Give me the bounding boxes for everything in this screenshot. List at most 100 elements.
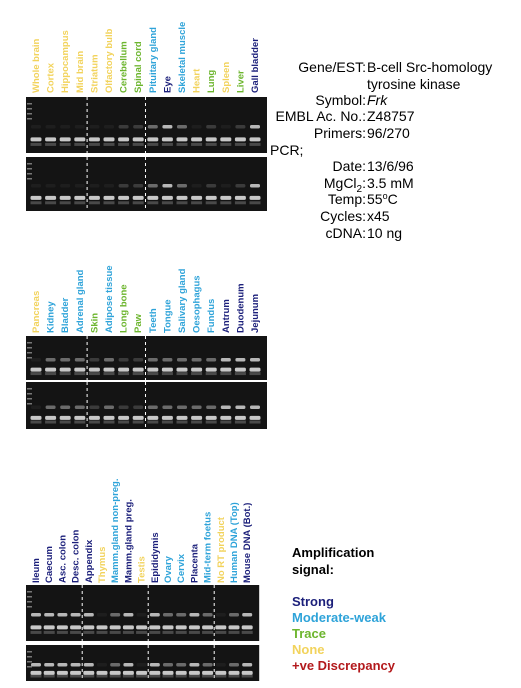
primer-band [88, 195, 100, 200]
ladder-band [27, 357, 32, 359]
primer-band [136, 625, 148, 630]
info-value: 3.5 mM [367, 175, 414, 191]
smear [109, 630, 121, 634]
product-band [123, 663, 134, 667]
primer-band [45, 415, 57, 420]
smear [109, 674, 121, 678]
lane-label: Gall bladder [250, 38, 261, 93]
lane-label: Oesophagus [192, 275, 203, 333]
ladder-band [27, 661, 32, 663]
primer-band [74, 367, 86, 372]
product-band [97, 663, 107, 667]
primer-band [162, 670, 174, 675]
primer-band [161, 415, 173, 420]
lane-label: Long bone [119, 284, 130, 333]
lane-label: Mid-term foetus [203, 512, 214, 583]
product-band [45, 358, 56, 362]
info-value: 55 [367, 191, 383, 207]
info-subscript: 2 [357, 184, 363, 195]
product-band [191, 405, 202, 409]
product-band [136, 663, 147, 667]
product-band [177, 358, 187, 362]
smear [188, 630, 200, 634]
product-band [31, 405, 41, 409]
product-band [118, 405, 129, 409]
lane-label: Ileum [31, 558, 42, 583]
info-label: Symbol: [315, 92, 366, 108]
product-band [31, 613, 41, 617]
smear [30, 142, 42, 146]
primer-band [220, 367, 232, 372]
primer-band [249, 195, 261, 200]
product-band [57, 613, 68, 617]
product-band [44, 663, 55, 667]
product-band [110, 663, 121, 667]
info-value: 13/6/96 [367, 158, 414, 174]
primer-band [103, 137, 115, 142]
smear [56, 630, 68, 634]
primer-band [220, 415, 232, 420]
smear [161, 142, 173, 146]
primer-band [59, 137, 71, 142]
smear [59, 201, 71, 205]
product-band [235, 125, 246, 129]
lane-label: Skeletal muscle [177, 22, 188, 93]
smear [59, 420, 71, 424]
primer-band [122, 670, 134, 675]
legend-item: Trace [292, 626, 326, 641]
primer-band [191, 415, 203, 420]
lane-label: Jejunum [250, 294, 261, 333]
primer-band [249, 137, 261, 142]
gel-image [26, 97, 267, 153]
smear [30, 420, 42, 424]
ladder-band [27, 103, 32, 105]
product-band [176, 663, 187, 667]
smear [83, 674, 95, 678]
smear [234, 142, 246, 146]
smear [136, 674, 148, 678]
primer-band [191, 367, 203, 372]
smear [205, 372, 217, 376]
smear [45, 142, 57, 146]
ladder-band [27, 606, 32, 608]
product-band [206, 184, 217, 188]
legend-item: Moderate-weak [292, 610, 387, 625]
lane-label: Olfactory bulb [104, 28, 115, 93]
primer-band [30, 625, 42, 630]
smear [30, 372, 42, 376]
lane-label: Tongue [162, 299, 173, 333]
primer-band [228, 670, 240, 675]
primer-band [45, 195, 57, 200]
product-band [133, 405, 144, 409]
info-label: Primers: [314, 125, 366, 141]
primer-band [103, 367, 115, 372]
lane-label: Mid brain [75, 51, 86, 93]
smear [162, 674, 174, 678]
primer-band [176, 137, 188, 142]
smear [45, 372, 57, 376]
smear [234, 372, 246, 376]
info-label: Date: [333, 158, 366, 174]
product-band [177, 405, 187, 409]
primer-band [234, 195, 246, 200]
info-label: Cycles: [320, 208, 366, 224]
smear [215, 674, 227, 678]
lane-label: Paw [133, 313, 144, 333]
product-band [89, 184, 100, 188]
smear [161, 372, 173, 376]
product-band [220, 125, 231, 129]
primer-band [220, 137, 232, 142]
smear [176, 372, 188, 376]
info-label: PCR; [270, 142, 303, 158]
ladder-band [27, 113, 32, 115]
primer-band [205, 195, 217, 200]
lane-label: Epididymis [150, 532, 161, 583]
smear [188, 674, 200, 678]
lane-label: Ovary [163, 555, 174, 583]
product-band [133, 125, 144, 129]
lane-label: Duodenum [235, 283, 246, 333]
info-value: B-cell Src-homology [367, 59, 492, 75]
primer-band [118, 137, 130, 142]
lane-label: Testis [137, 556, 148, 583]
